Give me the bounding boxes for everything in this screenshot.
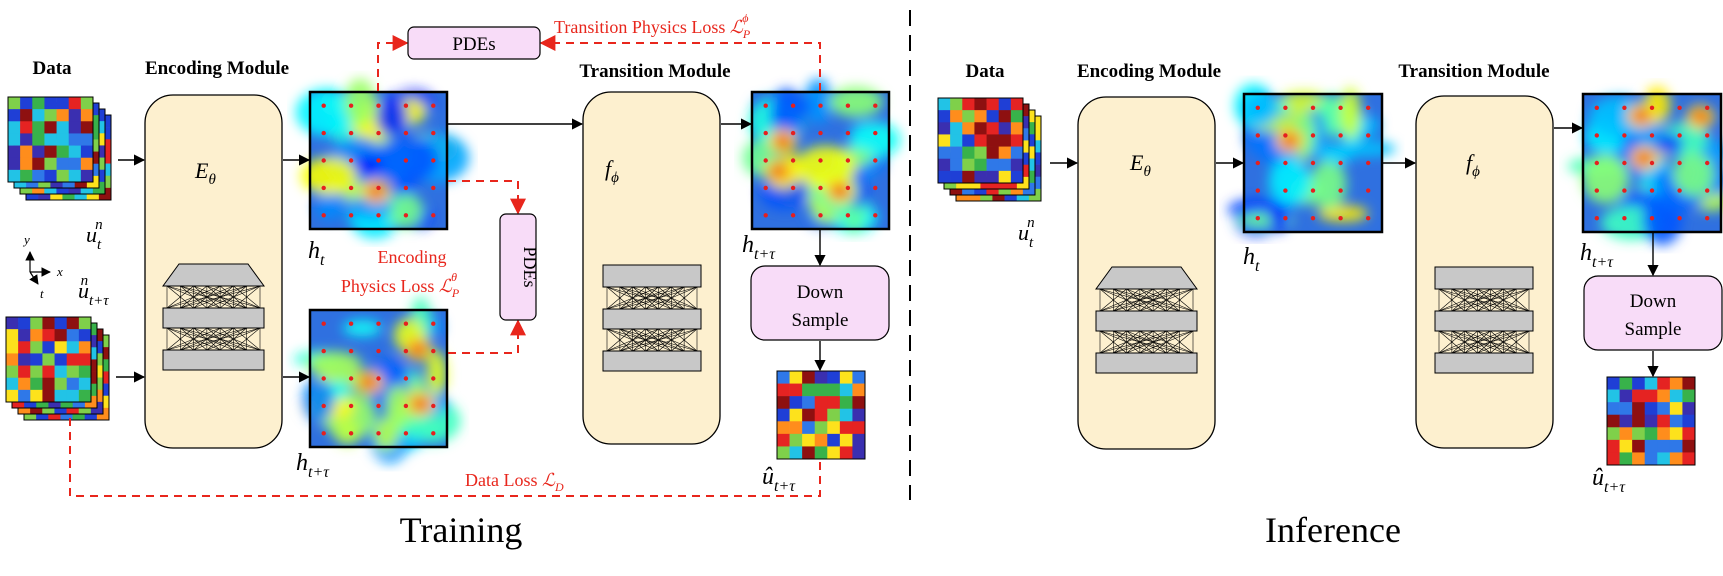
loss-path-h-t-to-pdes: [377, 35, 409, 91]
training-transition-network: [602, 264, 702, 372]
pdes-top-box: [407, 26, 541, 60]
training-encoder-symbol: Eθ: [194, 158, 216, 188]
training-u-hat-label: ût+τ: [762, 464, 796, 495]
inference-down-sample-box: [1583, 275, 1723, 351]
axis-indicator: x y t: [22, 232, 63, 301]
axis-x-label: x: [56, 264, 63, 279]
pdes-top-label: PDEs: [452, 34, 495, 55]
inference-prediction-grid: [1606, 376, 1696, 466]
training-h-t-tau-label: ht+τ: [296, 450, 330, 481]
training-data-stack-t: [7, 96, 112, 201]
training-u-t-label: utn: [86, 217, 103, 253]
training-prediction-grid: [776, 370, 866, 460]
inference-u-t-label: utn: [1018, 215, 1035, 251]
training-encoding-module-label: Encoding Module: [145, 58, 289, 79]
inference-encoder-symbol: Eθ: [1129, 150, 1151, 180]
encoding-physics-loss-line1: Encoding: [378, 247, 447, 267]
inference-latent-h-out: [1567, 86, 1723, 246]
inference-encoding-module-label: Encoding Module: [1077, 61, 1221, 82]
inference-h-t-label: ht: [1243, 244, 1260, 275]
loss-path-h-out-to-pdes: [539, 35, 821, 91]
inference-u-hat-label: ût+τ: [1592, 465, 1626, 496]
training-down-sample-box: [750, 265, 890, 341]
data-loss-label: Data Loss ℒD: [465, 470, 564, 494]
training-latent-h-t-tau: [294, 296, 461, 464]
inference-data-stack: [937, 97, 1042, 202]
loss-path-h-ttau-to-side-pdes: [448, 319, 526, 354]
inference-latent-h-t: [1227, 83, 1396, 237]
training-data-stack-ttau: [5, 316, 110, 421]
inference-transition-symbol: fϕ: [1466, 150, 1480, 180]
training-latent-h-out: [742, 78, 901, 234]
training-u-t-tau-label: ut+τn: [78, 273, 109, 309]
training-h-t-label: ht: [308, 238, 325, 269]
pdes-side-box: [499, 213, 537, 321]
training-latent-h-t: [295, 78, 470, 239]
training-encoder-network: [162, 263, 265, 371]
training-down-sample-line2: Sample: [792, 310, 849, 331]
axis-y-label: y: [22, 232, 30, 247]
training-data-label: Data: [32, 58, 72, 79]
encoding-physics-loss-line2: Physics Loss ℒPθ: [341, 270, 460, 300]
training-h-out-label: ht+τ: [742, 232, 776, 263]
inference-encoder-network: [1095, 266, 1198, 374]
pdes-side-label: PDEs: [520, 246, 540, 287]
inference-transition-network: [1434, 266, 1534, 374]
transition-physics-loss-label: Transition Physics Loss ℒPϕ: [554, 11, 751, 41]
training-transition-symbol: fϕ: [605, 156, 619, 186]
inference-transition-module-label: Transition Module: [1398, 61, 1549, 82]
training-caption: Training: [400, 510, 523, 550]
training-down-sample-line1: Down: [797, 282, 844, 303]
loss-path-data-loss: [69, 418, 821, 497]
training-transition-module-label: Transition Module: [579, 61, 730, 82]
axis-t-label: t: [40, 286, 44, 301]
loss-path-h-t-to-side-pdes: [448, 180, 526, 215]
inference-data-label: Data: [965, 61, 1005, 82]
inference-h-out-label: ht+τ: [1580, 240, 1614, 271]
inference-down-sample-line2: Sample: [1625, 319, 1682, 340]
inference-caption: Inference: [1265, 510, 1401, 550]
inference-down-sample-line1: Down: [1630, 291, 1677, 312]
